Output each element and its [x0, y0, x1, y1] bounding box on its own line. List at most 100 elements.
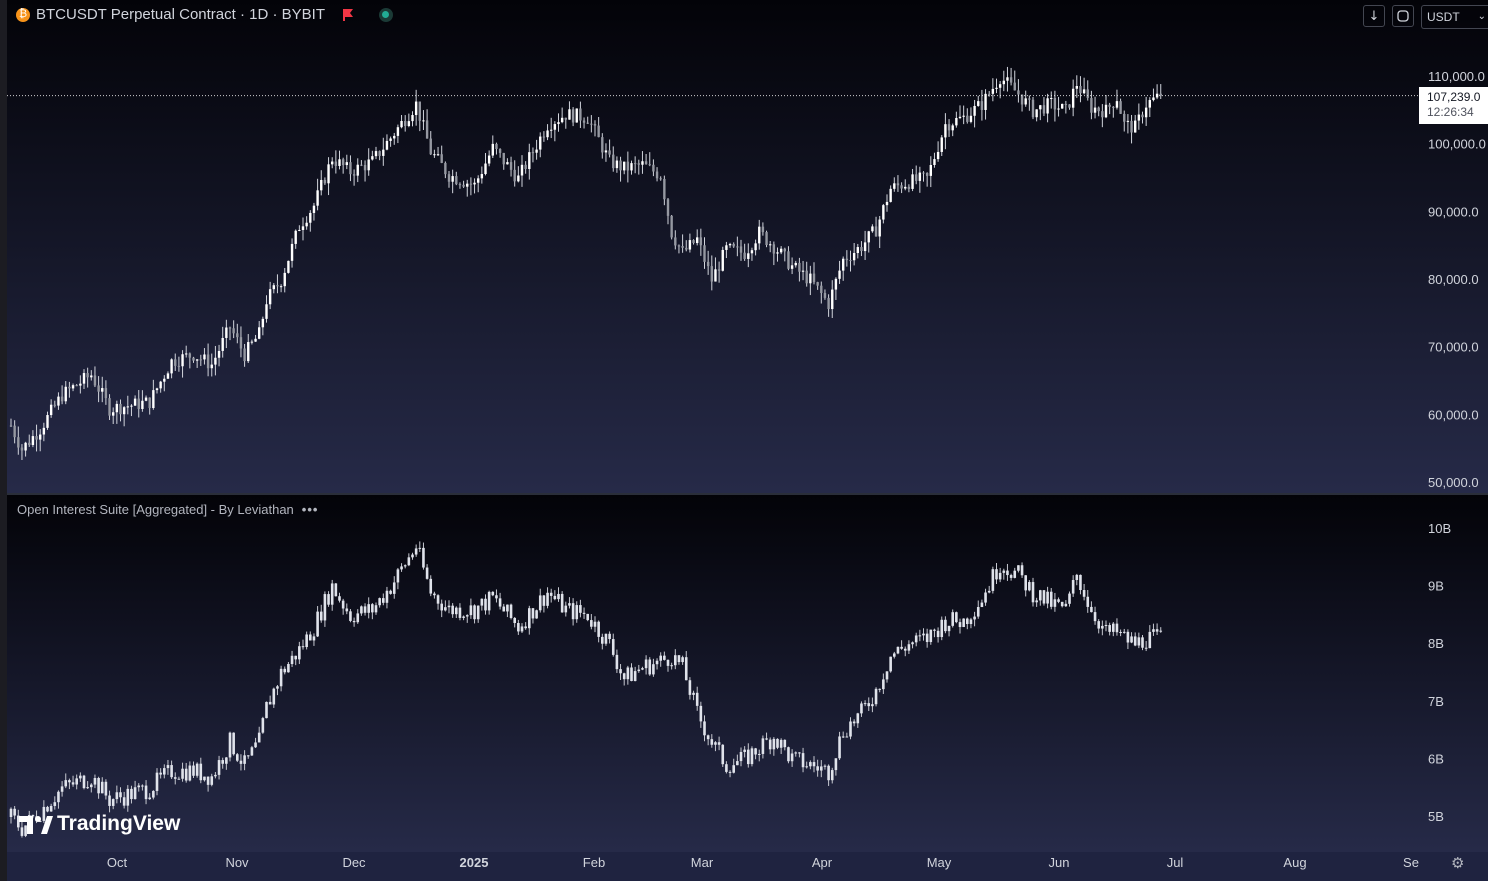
- price-candle: [298, 225, 301, 232]
- price-candle: [141, 390, 144, 412]
- indicator-title[interactable]: Open Interest Suite [Aggregated] - By Le…: [17, 502, 294, 517]
- price-candle: [732, 242, 735, 248]
- oi-candle: [564, 601, 568, 617]
- oi-candle: [681, 655, 684, 665]
- price-candle: [433, 149, 436, 158]
- oi-candle: [1133, 632, 1137, 647]
- settings-gear-icon[interactable]: ⚙: [1451, 854, 1465, 872]
- oi-candle: [1060, 601, 1064, 608]
- oi-candle: [626, 665, 630, 685]
- oi-candle: [1148, 625, 1152, 649]
- price-candle: [411, 111, 414, 127]
- price-candle: [531, 147, 535, 163]
- price-candle: [155, 387, 159, 394]
- price-candle: [174, 353, 177, 371]
- price-candle: [225, 319, 228, 349]
- oi-candle: [374, 602, 378, 615]
- symbol-title[interactable]: BTCUSDT Perpetual Contract · 1D · BYBIT: [36, 6, 325, 23]
- price-candle: [159, 380, 162, 393]
- oi-candle: [538, 588, 542, 613]
- oi-candle: [593, 616, 597, 633]
- time-axis-label: Feb: [583, 855, 605, 870]
- price-candle: [371, 150, 374, 161]
- oi-candle: [1101, 620, 1104, 636]
- price-candle: [331, 157, 334, 169]
- price-candle: [64, 381, 67, 405]
- oi-candle: [973, 611, 976, 627]
- price-candle: [951, 123, 954, 137]
- price-candle: [451, 169, 454, 194]
- oi-candle: [79, 772, 82, 782]
- fullscreen-icon[interactable]: [1392, 5, 1414, 27]
- price-candle: [590, 115, 593, 133]
- oi-candle: [611, 633, 615, 657]
- oi-candle: [834, 758, 838, 776]
- indicator-legend[interactable]: Open Interest Suite [Aggregated] - By Le…: [17, 502, 318, 517]
- price-candle: [393, 132, 396, 145]
- oi-candle: [225, 757, 228, 770]
- oi-candle: [173, 772, 177, 785]
- price-candle: [798, 257, 801, 282]
- flag-icon[interactable]: [342, 8, 353, 21]
- oi-candle: [706, 734, 710, 746]
- price-candle: [597, 116, 600, 138]
- price-candle: [882, 203, 885, 224]
- oi-candle: [900, 640, 903, 650]
- oi-candle: [615, 649, 619, 673]
- oi-candle: [254, 737, 257, 749]
- time-axis-label: Nov: [225, 855, 249, 870]
- oi-candle: [447, 600, 451, 614]
- price-candle: [82, 369, 86, 389]
- price-candle: [779, 246, 783, 255]
- price-candle: [925, 172, 929, 187]
- oi-candle: [830, 767, 834, 784]
- price-candle: [247, 334, 250, 363]
- oi-candle: [86, 781, 89, 789]
- download-icon[interactable]: ↓: [1363, 5, 1385, 27]
- price-candle: [717, 261, 721, 283]
- oi-candle: [966, 617, 969, 630]
- price-candle: [320, 170, 323, 196]
- oi-candle: [228, 731, 232, 762]
- oi-candle: [728, 770, 732, 778]
- oi-candle: [276, 684, 279, 696]
- oi-candle: [1006, 563, 1009, 581]
- oi-candle: [305, 631, 308, 650]
- price-candle: [1086, 80, 1089, 101]
- time-axis-label: Se: [1403, 855, 1419, 870]
- oi-candle: [232, 732, 235, 756]
- oi-candle: [987, 585, 991, 594]
- oi-candle: [542, 594, 546, 613]
- price-candle: [378, 150, 381, 161]
- tradingview-logo-icon: [19, 816, 53, 834]
- oi-candle: [801, 747, 805, 773]
- price-candle: [838, 260, 841, 284]
- price-candle: [382, 137, 385, 166]
- oi-candle: [944, 616, 947, 634]
- oi-candle: [506, 604, 509, 618]
- price-candle: [593, 120, 597, 137]
- oi-candle: [1159, 627, 1163, 633]
- oi-candle: [980, 599, 984, 608]
- oi-candle: [1108, 622, 1111, 636]
- oi-candle: [236, 752, 239, 763]
- tradingview-watermark[interactable]: TradingView: [19, 812, 180, 836]
- oi-candle: [1155, 623, 1159, 636]
- price-candle: [1039, 104, 1042, 121]
- oi-candle: [674, 649, 677, 670]
- price-candle: [995, 78, 998, 94]
- oi-candle: [411, 552, 414, 560]
- more-options-icon[interactable]: •••: [301, 502, 319, 517]
- currency-selector[interactable]: USDT ⌄: [1421, 5, 1488, 29]
- oi-candle: [1126, 629, 1130, 650]
- price-candle: [604, 143, 608, 162]
- price-candle: [323, 177, 327, 185]
- oi-candle: [509, 603, 513, 620]
- oi-candle: [805, 761, 808, 769]
- price-candle: [1119, 98, 1122, 114]
- oi-candle: [363, 603, 367, 616]
- oi-candle: [309, 631, 312, 641]
- oi-candle: [498, 592, 502, 610]
- oi-candle: [845, 732, 849, 738]
